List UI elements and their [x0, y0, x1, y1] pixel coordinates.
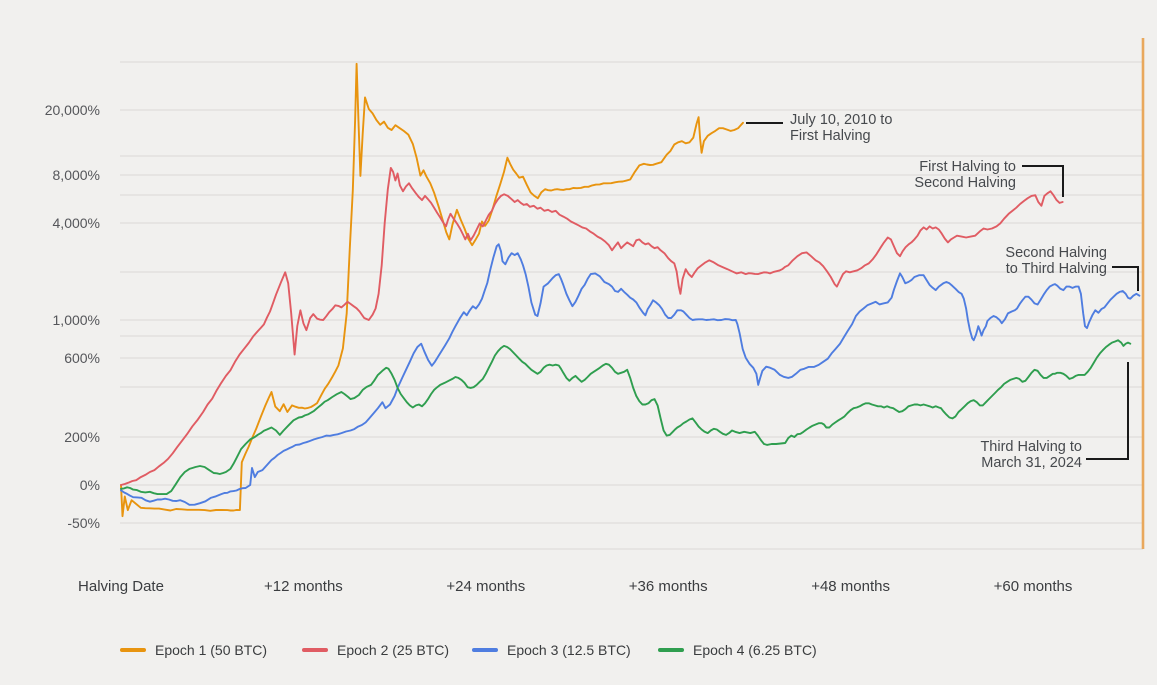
y-axis-label: 0%	[80, 477, 100, 493]
series-line-epoch-4	[120, 339, 1132, 496]
x-axis-label: +36 months	[629, 578, 708, 595]
legend-swatch-icon	[658, 648, 684, 652]
legend-item-epoch-3: Epoch 3 (12.5 BTC)	[472, 641, 631, 659]
legend-swatch-icon	[302, 648, 328, 652]
annotation-epoch2-end: First Halving to Second Halving	[914, 159, 1016, 191]
x-axis-label: +12 months	[264, 578, 343, 595]
y-axis-label: 8,000%	[53, 167, 100, 183]
series-line-epoch-3	[120, 243, 1141, 506]
y-axis-label: 200%	[64, 429, 100, 445]
series-line-epoch-1	[120, 62, 744, 518]
legend-label: Epoch 2 (25 BTC)	[337, 642, 450, 658]
legend-label: Epoch 4 (6.25 BTC)	[693, 642, 817, 658]
legend-label: Epoch 3 (12.5 BTC)	[507, 642, 631, 658]
y-axis-label: 1,000%	[53, 312, 100, 328]
legend-item-epoch-1: Epoch 1 (50 BTC)	[120, 641, 267, 659]
legend-item-epoch-2: Epoch 2 (25 BTC)	[302, 641, 449, 659]
chart-legend: Epoch 1 (50 BTC) Epoch 2 (25 BTC) Epoch 3 …	[0, 641, 1157, 671]
annotation-connector-epoch3-end	[1112, 266, 1139, 291]
x-axis-label: +48 months	[811, 578, 890, 595]
x-axis-label: +60 months	[994, 578, 1073, 595]
x-axis-label: Halving Date	[78, 578, 164, 595]
legend-swatch-icon	[120, 648, 146, 652]
series-line-epoch-2	[120, 166, 1064, 486]
annotation-epoch1-end: July 10, 2010 to First Halving	[790, 112, 892, 144]
x-axis-label: +24 months	[446, 578, 525, 595]
annotation-connector-epoch4-end	[1086, 362, 1129, 460]
y-axis-label: 20,000%	[45, 102, 100, 118]
annotation-connector-epoch2-end	[1022, 165, 1064, 197]
y-axis-label: -50%	[67, 515, 100, 531]
legend-label: Epoch 1 (50 BTC)	[155, 642, 268, 658]
annotation-epoch3-end: Second Halving to Third Halving	[1005, 245, 1107, 277]
legend-swatch-icon	[472, 648, 498, 652]
annotation-epoch4-end: Third Halving to March 31, 2024	[980, 439, 1082, 471]
legend-item-epoch-4: Epoch 4 (6.25 BTC)	[658, 641, 817, 659]
y-axis-label: 4,000%	[53, 215, 100, 231]
y-axis-label: 600%	[64, 350, 100, 366]
